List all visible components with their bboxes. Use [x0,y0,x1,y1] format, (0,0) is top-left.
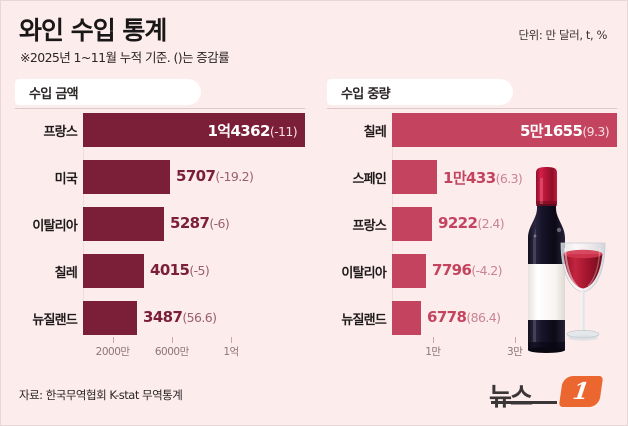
bar [83,254,144,288]
bar-value-number: 4015 [150,261,190,279]
axis-tick-label: 2000만 [95,346,130,358]
bar-value-change: (-4.2) [471,263,502,278]
bar-value-change: (-6) [209,216,230,231]
panel-divider-amount [15,108,305,109]
axis-tick [514,337,516,343]
bar-category-label: 이탈리아 [341,266,386,281]
bar-value-change: (2.4) [477,216,504,231]
bar [83,113,305,147]
bar-value-number: 1만433 [443,169,496,187]
bar-value-change: (-19.2) [215,169,254,184]
bar-value-change: (86.4) [466,310,501,325]
axis-tick [231,337,232,343]
bar-category-label: 미국 [54,172,78,187]
bar [83,207,164,241]
bar-row: 프랑스 9222(2.4) [327,207,617,241]
x-axis-weight: 1만 3만 [327,337,617,361]
bar-row: 이탈리아 5287(-6) [15,207,305,241]
bar-value-number: 1억4362 [207,122,270,140]
bar-row: 스페인 1만433(6.3) [327,160,617,194]
bar-category-label: 프랑스 [43,125,78,140]
bar-chart-weight: 칠레 5만1655(9.3) 스페인 1만433(6.3) 프랑스 9222(2.4) 이탈… [327,113,617,335]
bar-row: 뉴질랜드 3487(56.6) [15,301,305,335]
panel-header-amount: 수입 금액 [15,79,201,105]
bar-value-number: 5707 [176,167,216,185]
axis-tick [112,337,114,343]
x-axis-amount: 2000만 6000만 1억 [15,337,305,361]
bar-value-label: 9222(2.4) [438,214,505,232]
panel-import-amount: 수입 금액 프랑스 1억4362(-11) 미국 5707(-19.2) 이탈리아 528… [15,79,305,369]
logo-badge: 1 [558,376,604,407]
bar-category-label: 스페인 [352,172,387,187]
bar [392,301,421,335]
axis-tick-label: 1만 [425,346,441,358]
axis-tick-label: 1억 [223,346,239,358]
bar-value-number: 7796 [432,261,472,279]
source-note: 자료: 한국무역협회 K-stat 무역통계 [19,388,183,402]
bar-category-label: 뉴질랜드 [341,313,386,328]
bar-value-number: 5만1655 [519,122,583,140]
logo-badge-number: 1 [571,378,591,405]
panel-title-weight: 수입 중량 [341,87,391,102]
panel-title-amount: 수입 금액 [29,87,79,102]
bar-value-change: (56.6) [182,310,217,325]
bar-value-label: 7796(-4.2) [432,261,502,279]
bar [83,301,137,335]
bar-value-number: 6778 [427,308,467,326]
page-subtitle: ※2025년 1~11월 누적 기준. ()는 증감률 [20,50,230,65]
logo-underline [491,401,557,404]
bar-value-change: (-5) [189,263,210,278]
bar [83,160,170,194]
bar-value-number: 5287 [170,214,210,232]
bar-category-label: 프랑스 [352,219,387,234]
panel-import-weight: 수입 중량 칠레 5만1655(9.3) 스페인 1만433(6.3) 프랑스 9222(… [327,79,617,369]
bar-value-change: (-11) [269,124,298,139]
panel-divider-weight [327,108,617,109]
bar-row: 이탈리아 7796(-4.2) [327,254,617,288]
bar-value-number: 3487 [143,308,183,326]
wine-bottle-and-glass-illustration [499,164,627,356]
bar-category-label: 이탈리아 [32,219,77,234]
bar [392,207,432,241]
bar-row: 뉴질랜드 6778(86.4) [327,301,617,335]
axis-tick-label: 3만 [507,346,523,358]
bar-value-change: (6.3) [495,171,523,186]
bar-value-label: 6778(86.4) [427,308,501,326]
axis-tick [432,337,434,343]
bar-value-label: 5만1655(9.3) [519,120,610,141]
bar-value-label: 5707(-19.2) [176,167,254,185]
bar [392,160,437,194]
bar [392,113,617,147]
bar-category-label: 뉴질랜드 [32,313,77,328]
bar-category-label: 칠레 [363,125,387,140]
page-title: 와인 수입 통계 [19,16,167,45]
bar-value-change: (9.3) [582,124,609,139]
axis-tick-label: 6000만 [154,346,189,358]
bar-value-label: 5287(-6) [170,214,230,232]
bar-category-label: 칠레 [54,266,78,281]
bar-value-label: 4015(-5) [150,261,210,279]
bar-row: 칠레 4015(-5) [15,254,305,288]
bar-chart-amount: 프랑스 1억4362(-11) 미국 5707(-19.2) 이탈리아 5287(-6) 칠… [15,113,305,335]
axis-tick [171,337,173,343]
panel-header-weight: 수입 중량 [327,79,513,105]
unit-note: 단위: 만 달러, t, % [518,28,607,42]
logo-wordmark: 뉴스 [489,382,533,411]
news1-logo[interactable]: 뉴스 1 [489,375,605,411]
bar-value-label: 1만433(6.3) [443,167,523,188]
bar-value-label: 1억4362(-11) [207,120,297,141]
bar-value-number: 9222 [438,214,478,232]
bar-row: 칠레 5만1655(9.3) [327,113,617,147]
bar-row: 미국 5707(-19.2) [15,160,305,194]
bar-row: 프랑스 1억4362(-11) [15,113,305,147]
bar [392,254,426,288]
bar-value-label: 3487(56.6) [143,308,217,326]
